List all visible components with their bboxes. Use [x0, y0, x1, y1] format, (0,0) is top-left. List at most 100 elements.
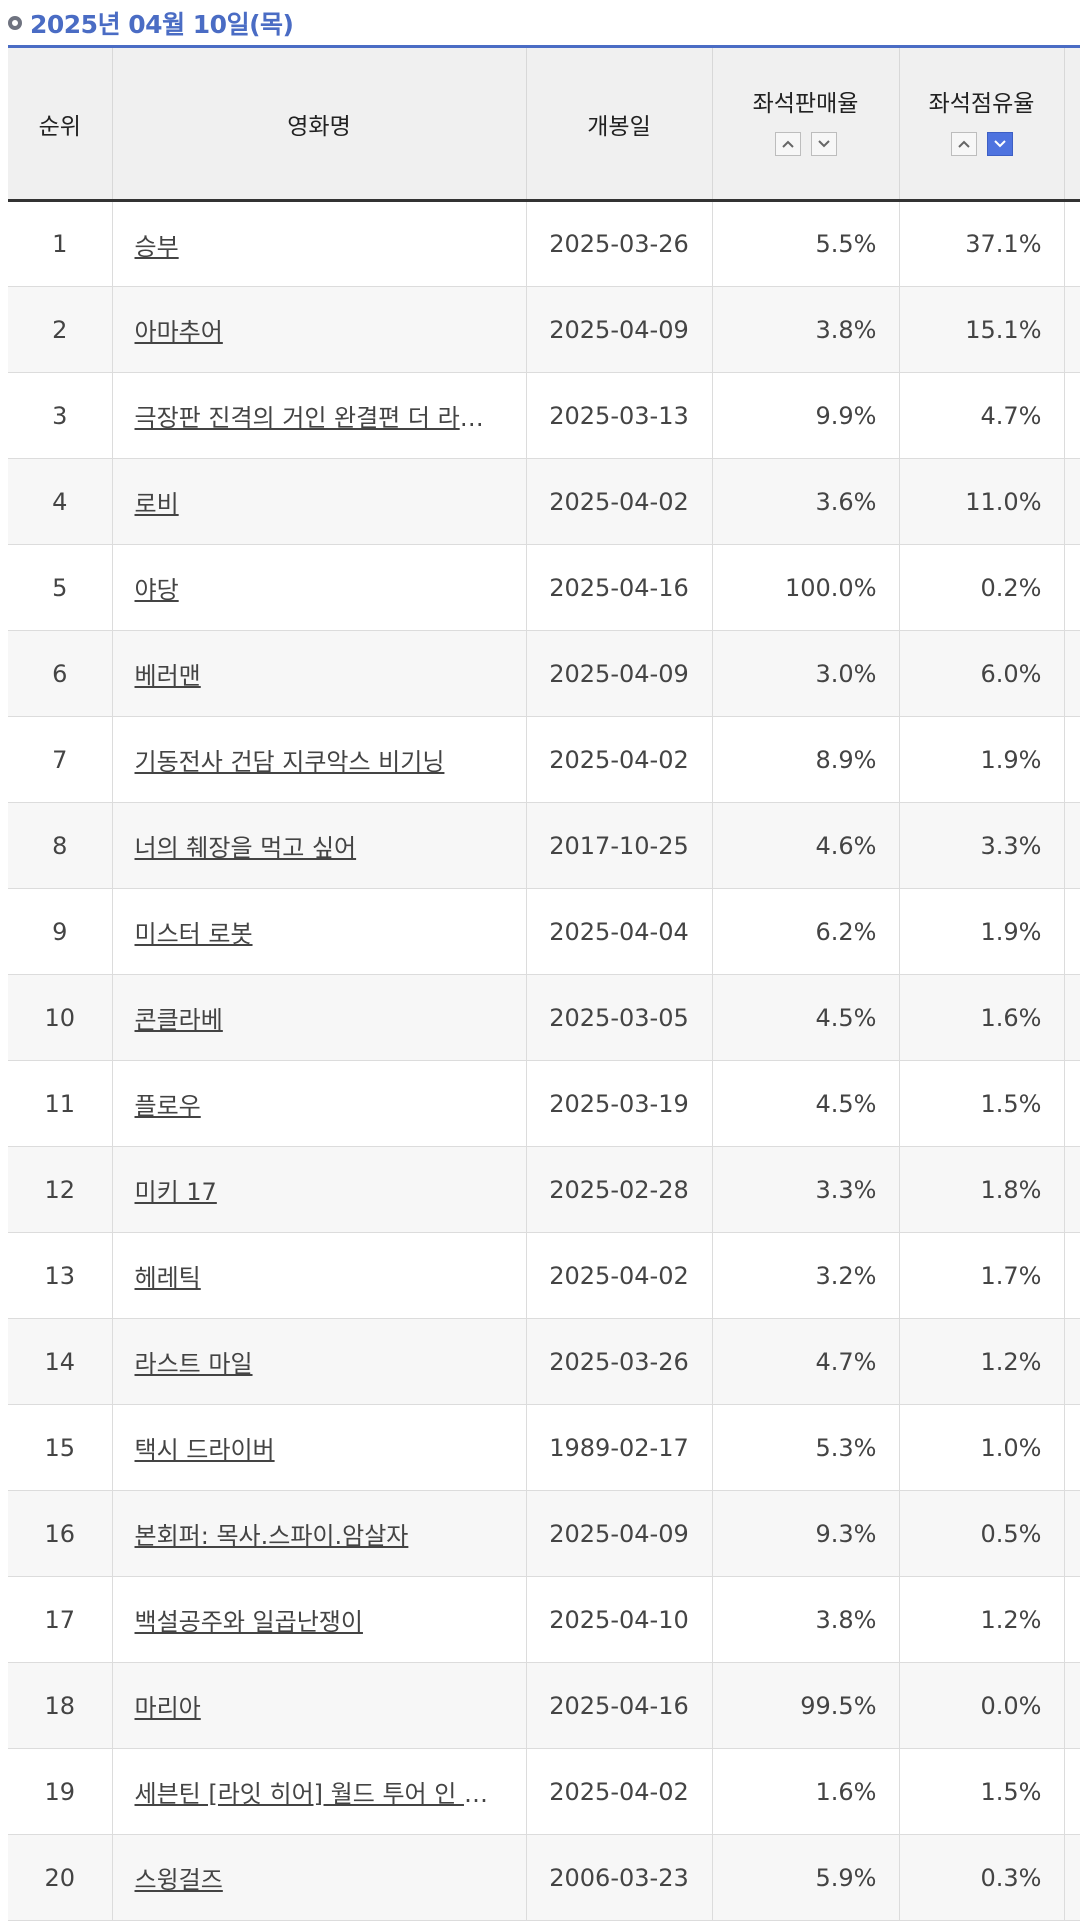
- movie-title-link[interactable]: 미키 17: [134, 1178, 217, 1206]
- sales-rate-cell: 4.5%: [712, 1060, 900, 1147]
- movie-title-link[interactable]: 콘클라베: [134, 1006, 223, 1034]
- movie-title-link[interactable]: 세븐틴 [라잇 히어] 월드 투어 인 시…: [134, 1780, 511, 1808]
- chevron-down-icon: [993, 139, 1006, 147]
- title-cell: 기동전사 건담 지쿠악스 비기닝: [112, 716, 527, 803]
- open-date-cell: 2025-04-02: [526, 1748, 713, 1835]
- title-cell: 라스트 마일: [112, 1318, 527, 1405]
- movie-title-link[interactable]: 라스트 마일: [134, 1350, 253, 1378]
- sales-sort-desc-button[interactable]: [810, 131, 837, 156]
- overflow-cell: [1064, 974, 1080, 1061]
- sales-sort-asc-button[interactable]: [774, 131, 801, 156]
- movie-title-link[interactable]: 베러맨: [134, 662, 201, 690]
- movie-title-link[interactable]: 택시 드라이버: [134, 1436, 275, 1464]
- share-sort-asc-button[interactable]: [950, 131, 977, 156]
- box-office-table-wrap: 순위 영화명 개봉일 좌석판매율 좌석점유율: [8, 45, 1080, 1921]
- rank-cell: 2: [8, 286, 113, 373]
- table-row: 5 야당 2025-04-16 100.0% 0.2%: [8, 544, 1080, 631]
- share-rate-cell: 0.5%: [899, 1490, 1065, 1577]
- table-row: 4 로비 2025-04-02 3.6% 11.0%: [8, 458, 1080, 545]
- overflow-cell: [1064, 1662, 1080, 1749]
- share-rate-cell: 15.1%: [899, 286, 1065, 373]
- share-sort-desc-button[interactable]: [986, 131, 1013, 156]
- chevron-down-icon: [817, 139, 830, 147]
- sales-rate-cell: 3.3%: [712, 1146, 900, 1233]
- movie-title-link[interactable]: 야당: [134, 576, 179, 604]
- table-row: 9 미스터 로봇 2025-04-04 6.2% 1.9%: [8, 888, 1080, 975]
- title-header: 영화명: [112, 45, 527, 202]
- chevron-up-icon: [781, 140, 794, 148]
- movie-title-link[interactable]: 기동전사 건담 지쿠악스 비기닝: [134, 748, 445, 776]
- sales-rate-cell: 100.0%: [712, 544, 900, 631]
- rank-cell: 6: [8, 630, 113, 717]
- title-cell: 본회퍼: 목사.스파이.암살자: [112, 1490, 527, 1577]
- overflow-cell: [1064, 1404, 1080, 1491]
- movie-title-link[interactable]: 마리아: [134, 1694, 201, 1722]
- title-cell: 마리아: [112, 1662, 527, 1749]
- rank-cell: 15: [8, 1404, 113, 1491]
- table-row: 7 기동전사 건담 지쿠악스 비기닝 2025-04-02 8.9% 1.9%: [8, 716, 1080, 803]
- open-date-cell: 2025-03-13: [526, 372, 713, 459]
- title-cell: 야당: [112, 544, 527, 631]
- title-cell: 로비: [112, 458, 527, 545]
- overflow-cell: [1064, 1060, 1080, 1147]
- movie-title-link[interactable]: 미스터 로봇: [134, 920, 253, 948]
- table-row: 15 택시 드라이버 1989-02-17 5.3% 1.0%: [8, 1404, 1080, 1491]
- open-date-cell: 2025-03-26: [526, 1318, 713, 1405]
- sales-rate-cell: 5.9%: [712, 1834, 900, 1921]
- movie-title-link[interactable]: 헤레틱: [134, 1264, 201, 1292]
- overflow-cell: [1064, 286, 1080, 373]
- movie-title-link[interactable]: 플로우: [134, 1092, 201, 1120]
- rank-cell: 18: [8, 1662, 113, 1749]
- movie-title-link[interactable]: 승부: [134, 232, 179, 261]
- sales-rate-header: 좌석판매율: [712, 45, 900, 202]
- overflow-cell: [1064, 1318, 1080, 1405]
- movie-title-link[interactable]: 백설공주와 일곱난쟁이: [134, 1608, 363, 1636]
- open-date-cell: 2017-10-25: [526, 802, 713, 889]
- rank-cell: 13: [8, 1232, 113, 1319]
- sales-rate-cell: 5.3%: [712, 1404, 900, 1491]
- movie-title-link[interactable]: 극장판 진격의 거인 완결편 더 라스…: [134, 404, 506, 432]
- table-row: 3 극장판 진격의 거인 완결편 더 라스… 2025-03-13 9.9% 4.7%: [8, 372, 1080, 459]
- share-rate-cell: 3.3%: [899, 802, 1065, 889]
- title-cell: 택시 드라이버: [112, 1404, 527, 1491]
- overflow-header: [1064, 45, 1080, 202]
- sales-rate-cell: 4.5%: [712, 974, 900, 1061]
- rank-cell: 14: [8, 1318, 113, 1405]
- open-date-cell: 2025-02-28: [526, 1146, 713, 1233]
- table-row: 20 스윙걸즈 2006-03-23 5.9% 0.3%: [8, 1834, 1080, 1921]
- table-row: 16 본회퍼: 목사.스파이.암살자 2025-04-09 9.3% 0.5%: [8, 1490, 1080, 1577]
- open-date-cell: 2025-03-26: [526, 200, 713, 287]
- share-rate-cell: 1.2%: [899, 1318, 1065, 1405]
- table-row: 13 헤레틱 2025-04-02 3.2% 1.7%: [8, 1232, 1080, 1319]
- open-date-cell: 2025-04-10: [526, 1576, 713, 1663]
- title-cell: 헤레틱: [112, 1232, 527, 1319]
- open-date-cell: 2025-03-05: [526, 974, 713, 1061]
- sales-rate-cell: 6.2%: [712, 888, 900, 975]
- rank-cell: 8: [8, 802, 113, 889]
- open-date-cell: 1989-02-17: [526, 1404, 713, 1491]
- share-rate-cell: 11.0%: [899, 458, 1065, 545]
- rank-cell: 12: [8, 1146, 113, 1233]
- movie-title-link[interactable]: 너의 췌장을 먹고 싶어: [134, 834, 357, 862]
- share-rate-cell: 0.2%: [899, 544, 1065, 631]
- movie-title-link[interactable]: 아마추어: [134, 318, 223, 346]
- title-cell: 아마추어: [112, 286, 527, 373]
- overflow-cell: [1064, 372, 1080, 459]
- movie-title-link[interactable]: 본회퍼: 목사.스파이.암살자: [134, 1522, 409, 1550]
- movie-title-link[interactable]: 스윙걸즈: [134, 1866, 223, 1894]
- date-title: 2025년 04월 10일(목): [30, 10, 294, 39]
- share-rate-cell: 1.9%: [899, 888, 1065, 975]
- overflow-cell: [1064, 1576, 1080, 1663]
- open-date-header: 개봉일: [526, 45, 713, 202]
- date-header: 2025년 04월 10일(목): [8, 0, 1080, 46]
- rank-cell: 3: [8, 372, 113, 459]
- share-rate-cell: 4.7%: [899, 372, 1065, 459]
- movie-title-link[interactable]: 로비: [134, 490, 179, 518]
- title-cell: 베러맨: [112, 630, 527, 717]
- title-cell: 백설공주와 일곱난쟁이: [112, 1576, 527, 1663]
- table-row: 14 라스트 마일 2025-03-26 4.7% 1.2%: [8, 1318, 1080, 1405]
- circle-bullet-icon: [8, 16, 22, 30]
- title-cell: 스윙걸즈: [112, 1834, 527, 1921]
- title-cell: 미키 17: [112, 1146, 527, 1233]
- title-cell: 승부: [112, 200, 527, 287]
